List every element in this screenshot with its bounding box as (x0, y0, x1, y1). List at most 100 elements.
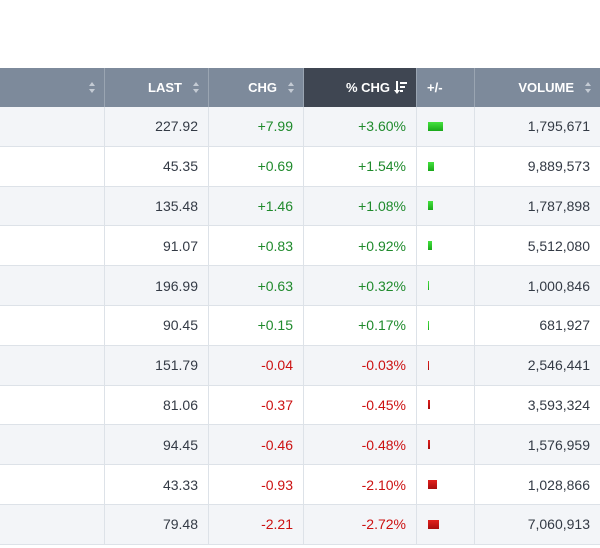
sort-descending-icon (394, 81, 408, 94)
table-row[interactable]: 81.06 -0.37 -0.45% 3,593,324 (0, 385, 600, 426)
sort-icon (585, 82, 591, 93)
table-row[interactable]: 135.48 +1.46 +1.08% 1,787,898 (0, 186, 600, 227)
chg-cell: -0.37 (209, 385, 304, 425)
last-value: 91.07 (162, 237, 198, 254)
change-bar-cell (417, 266, 475, 305)
last-cell: 196.99 (105, 266, 209, 305)
last-cell: 90.45 (105, 305, 209, 345)
header-pct-chg[interactable]: % CHG (304, 68, 417, 107)
volume-cell: 2,546,441 (475, 346, 600, 385)
pct-chg-cell: +0.17% (304, 305, 417, 345)
name-cell (0, 186, 105, 226)
last-cell: 151.79 (105, 345, 209, 385)
volume-value: 1,787,898 (527, 197, 590, 214)
pct-chg-cell: -2.10% (304, 465, 417, 504)
pct-chg-value: -0.03% (361, 357, 406, 374)
volume-value: 1,576,959 (527, 436, 590, 453)
change-bar-cell (417, 305, 475, 345)
table-row[interactable]: 94.45 -0.46 -0.48% 1,576,959 (0, 425, 600, 466)
last-value: 45.35 (162, 158, 198, 175)
chg-cell: -0.46 (209, 425, 304, 465)
name-cell (0, 425, 105, 465)
header-last[interactable]: LAST (105, 68, 209, 107)
change-bar (428, 480, 437, 490)
volume-cell: 9,889,573 (475, 147, 600, 186)
volume-value: 5,512,080 (527, 237, 590, 254)
volume-value: 7,060,913 (527, 516, 590, 533)
pct-chg-value: +0.92% (358, 237, 406, 254)
change-bar-cell (417, 146, 475, 186)
pct-chg-value: +0.32% (358, 277, 406, 294)
header-plusminus-label: +/- (427, 80, 443, 95)
table-row[interactable]: 227.92 +7.99 +3.60% 1,795,671 (0, 107, 600, 147)
last-cell: 45.35 (105, 146, 209, 186)
name-cell (0, 385, 105, 425)
change-bar (428, 400, 430, 410)
pct-chg-cell: +0.32% (304, 266, 417, 305)
table-row[interactable]: 196.99 +0.63 +0.32% 1,000,846 (0, 266, 600, 306)
header-name[interactable] (0, 68, 105, 107)
volume-cell: 3,593,324 (475, 386, 600, 425)
change-bar-cell (417, 226, 475, 266)
chg-cell: -0.04 (209, 345, 304, 385)
chg-value: -0.46 (261, 436, 293, 453)
last-value: 135.48 (155, 197, 198, 214)
volume-cell: 681,927 (475, 306, 600, 345)
name-cell (0, 107, 105, 146)
change-bar-cell (417, 465, 475, 504)
name-cell (0, 146, 105, 186)
change-bar-cell (417, 345, 475, 385)
table-row[interactable]: 91.07 +0.83 +0.92% 5,512,080 (0, 226, 600, 267)
change-bar-cell (417, 385, 475, 425)
volume-cell: 1,576,959 (475, 425, 600, 464)
last-cell: 79.48 (105, 504, 209, 544)
table-row[interactable]: 79.48 -2.21 -2.72% 7,060,913 (0, 504, 600, 545)
last-value: 196.99 (155, 277, 198, 294)
header-last-label: LAST (148, 80, 182, 95)
pct-chg-cell: +3.60% (304, 107, 417, 146)
last-value: 94.45 (162, 436, 198, 453)
header-chg[interactable]: CHG (209, 68, 304, 107)
pct-chg-cell: +0.92% (304, 226, 417, 266)
change-bar-cell (417, 504, 475, 544)
volume-cell: 1,795,671 (475, 107, 600, 146)
sort-icon (193, 82, 199, 93)
volume-value: 3,593,324 (527, 396, 590, 413)
pct-chg-cell: +1.54% (304, 146, 417, 186)
last-value: 79.48 (162, 516, 198, 533)
pct-chg-value: -2.10% (361, 476, 406, 493)
last-cell: 227.92 (105, 107, 209, 146)
chg-cell: +0.63 (209, 266, 304, 305)
chg-cell: +0.69 (209, 146, 304, 186)
last-value: 81.06 (162, 396, 198, 413)
header-volume-label: VOLUME (518, 80, 574, 95)
volume-value: 681,927 (539, 317, 590, 334)
table-row[interactable]: 43.33 -0.93 -2.10% 1,028,866 (0, 465, 600, 505)
volume-value: 2,546,441 (527, 357, 590, 374)
name-cell (0, 465, 105, 504)
volume-value: 1,795,671 (527, 118, 590, 135)
volume-cell: 1,028,866 (475, 465, 600, 504)
chg-cell: +7.99 (209, 107, 304, 146)
chg-cell: +1.46 (209, 186, 304, 226)
header-chg-label: CHG (248, 80, 277, 95)
sort-icon (89, 82, 95, 93)
last-cell: 91.07 (105, 226, 209, 266)
volume-cell: 1,000,846 (475, 266, 600, 305)
table-row[interactable]: 90.45 +0.15 +0.17% 681,927 (0, 305, 600, 346)
table-row[interactable]: 45.35 +0.69 +1.54% 9,889,573 (0, 146, 600, 187)
pct-chg-value: -2.72% (361, 516, 406, 533)
last-cell: 43.33 (105, 465, 209, 504)
pct-chg-cell: +1.08% (304, 186, 417, 226)
change-bar (428, 201, 433, 211)
change-bar (428, 161, 434, 171)
pct-chg-value: +1.54% (358, 158, 406, 175)
change-bar (428, 121, 443, 131)
pct-chg-value: -0.48% (361, 436, 406, 453)
header-volume[interactable]: VOLUME (475, 68, 600, 107)
volume-value: 9,889,573 (527, 158, 590, 175)
change-bar (428, 360, 429, 370)
table-header: LAST CHG % CHG +/- VOLUME (0, 68, 600, 107)
table-row[interactable]: 151.79 -0.04 -0.03% 2,546,441 (0, 345, 600, 386)
change-bar-cell (417, 425, 475, 465)
